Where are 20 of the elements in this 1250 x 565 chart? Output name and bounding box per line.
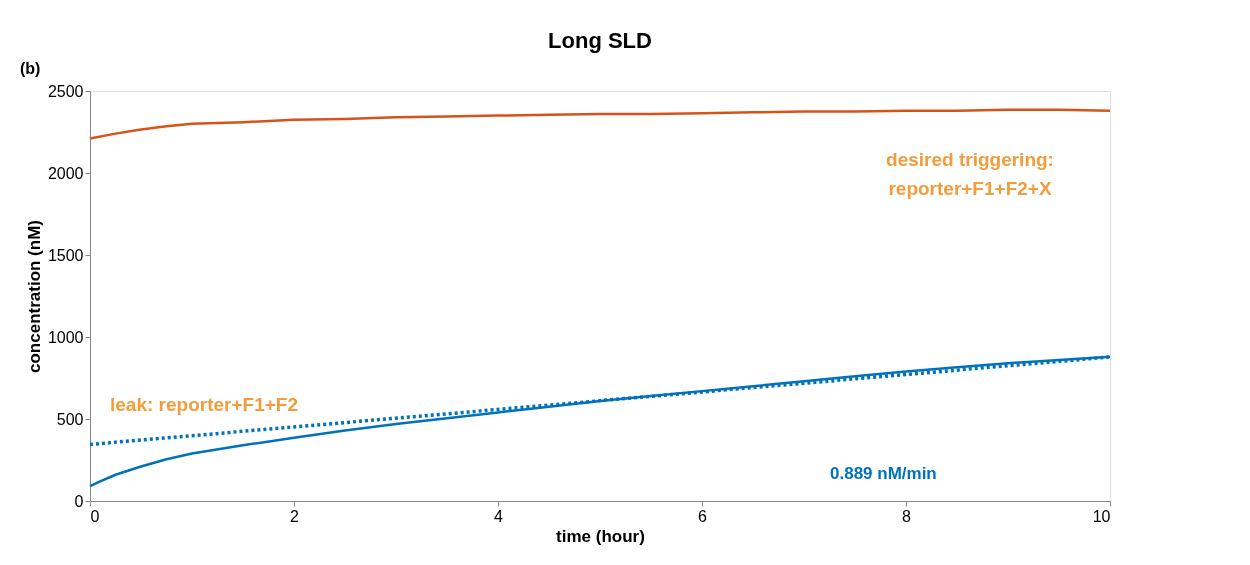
x-tick-label: 0 bbox=[90, 507, 100, 525]
y-tick-label: 2500 bbox=[47, 82, 84, 100]
x-tick-label: 6 bbox=[698, 507, 708, 525]
x-tick-label: 4 bbox=[494, 507, 504, 525]
x-tick-label: 2 bbox=[290, 507, 300, 525]
chart-title: Long SLD bbox=[548, 28, 652, 53]
line-series bbox=[88, 108, 1112, 140]
y-tick-label: 500 bbox=[56, 410, 84, 428]
annotation: 0.889 nM/min bbox=[830, 464, 937, 483]
annotation: leak: reporter+F1+F2 bbox=[110, 394, 298, 415]
y-tick-label: 2000 bbox=[47, 164, 84, 182]
y-tick-label: 0 bbox=[74, 492, 84, 510]
annotation: desired triggering: reporter+F1+F2+X bbox=[886, 149, 1054, 199]
x-tick-label: 8 bbox=[902, 507, 912, 525]
x-axis-title: time (hour) bbox=[556, 526, 645, 546]
x-tick-label: 10 bbox=[1092, 507, 1111, 525]
y-tick-label: 1000 bbox=[47, 328, 84, 346]
y-tick-label: 1500 bbox=[47, 246, 84, 264]
text: (b) bbox=[20, 60, 41, 77]
y-axis-title: concentration (nM) bbox=[24, 220, 44, 373]
